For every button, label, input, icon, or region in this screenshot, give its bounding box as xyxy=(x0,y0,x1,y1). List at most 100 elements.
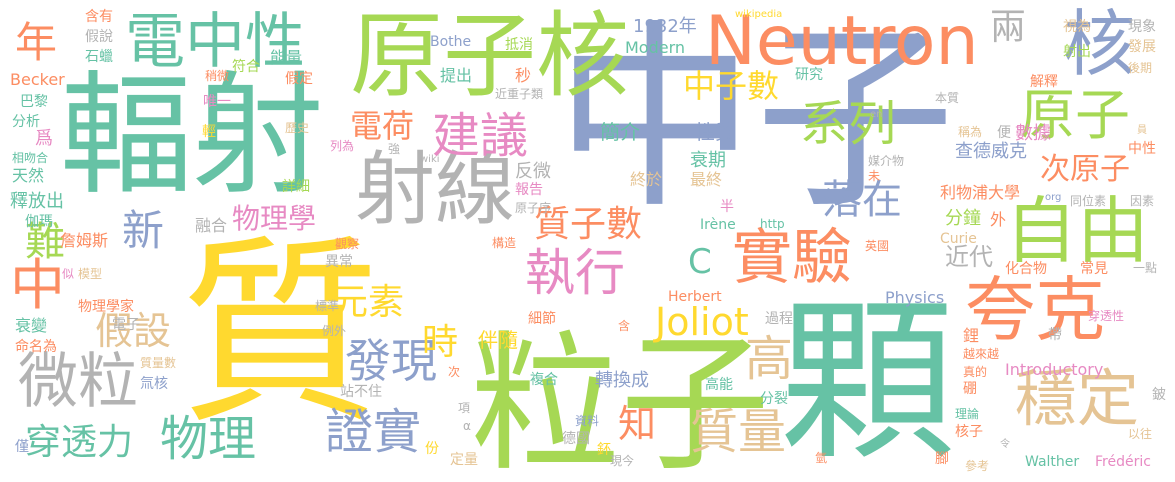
word-jiading: 假定 xyxy=(285,71,313,87)
word-dingliang: 定量 xyxy=(450,452,478,468)
word-nian: 年 xyxy=(15,18,58,67)
word-jianyi: 建議 xyxy=(432,108,529,164)
word-wiki: wiki xyxy=(420,154,440,165)
word-neutron-en: Neutron xyxy=(705,2,979,81)
word-joliot: Joliot xyxy=(655,300,749,344)
word-wei: 未 xyxy=(868,169,881,183)
word-ziyou: 自由 xyxy=(1005,189,1150,273)
word-alpha: α xyxy=(463,419,471,433)
word-guancha: 觀察 xyxy=(335,237,360,251)
word-zhanmusi: 詹姆斯 xyxy=(60,231,109,250)
word-xijie: 細節 xyxy=(528,311,556,327)
word-chuanhe: 氚核 xyxy=(140,376,168,392)
word-gouzao: 構造 xyxy=(492,236,517,250)
word-jin: 僅 xyxy=(15,439,29,455)
word-bali: 巴黎 xyxy=(20,94,48,110)
word-nan: 難 xyxy=(25,219,65,265)
word-lizi: 粒子 xyxy=(470,318,771,482)
word-fuhe: 符合 xyxy=(232,59,260,75)
word-curie: Curie xyxy=(940,231,977,247)
word-chadeweike: 查德威克 xyxy=(955,141,1027,162)
word-hanyou: 含有 xyxy=(85,9,113,25)
word-bansui: 伴隨 xyxy=(478,328,518,352)
word-chuantouli: 穿透力 xyxy=(25,422,134,463)
word-shiyan: 實驗 xyxy=(732,223,852,293)
word-lilun: 理論 xyxy=(955,407,980,421)
word-shaowei: 稍微 xyxy=(205,69,230,83)
word-zhixing: 執行 xyxy=(525,244,625,302)
word-en: en xyxy=(870,109,883,120)
word-yingguo: 英國 xyxy=(865,239,890,253)
word-neutron-zh: 中子 xyxy=(555,3,956,236)
word-xilie: 系列 xyxy=(800,96,897,152)
word-yinsu: 因素 xyxy=(1130,194,1155,208)
word-chengwei: 稱為 xyxy=(958,125,983,139)
word-ci: 次 xyxy=(448,365,461,379)
word-org: org xyxy=(1045,192,1062,203)
word-jinzhongzilei: 近重子類 xyxy=(495,87,544,101)
word-zhiliangshu: 質量數 xyxy=(140,356,177,370)
word-fenzhong: 分鐘 xyxy=(945,208,981,229)
word-ling: 令 xyxy=(1000,439,1010,450)
word-faxian: 發現 xyxy=(345,334,437,388)
word-zhuanhuancheng: 轉換成 xyxy=(595,370,649,391)
word-li: 鋰 xyxy=(963,326,980,345)
word-1932: 1932年 xyxy=(633,16,697,37)
word-dianhe: 電荷 xyxy=(350,107,415,145)
word-walther: Walther xyxy=(1025,454,1080,470)
word-fuhe2: 複合 xyxy=(530,372,558,388)
word-bian: 便 xyxy=(997,125,1011,141)
word-xianxiang: 現象 xyxy=(1128,19,1156,35)
word-yuan: 員 xyxy=(1137,125,1147,136)
word-luozai: 落在 xyxy=(822,177,902,223)
word-jiashuo: 假說 xyxy=(85,29,113,45)
word-cankao: 參考 xyxy=(965,459,990,473)
word-qiang: 強 xyxy=(388,142,401,156)
word-wending: 穩定 xyxy=(1015,362,1140,435)
word-jiashe: 假設 xyxy=(95,309,172,353)
word-ban: 半 xyxy=(720,199,734,215)
word-benzhi: 本質 xyxy=(935,91,960,105)
word-moxing: 模型 xyxy=(78,267,103,281)
word-fushe: 輻射 xyxy=(60,59,324,213)
word-jindai: 近代 xyxy=(945,243,993,271)
word-wulixuejia: 物理學家 xyxy=(78,299,134,315)
word-tianran: 天然 xyxy=(12,166,45,185)
word-gao: 高 xyxy=(745,331,794,387)
word-dianzi: 電子 xyxy=(112,317,140,333)
word-xiangwenhe: 相吻合 xyxy=(12,151,49,165)
word-houqi: 後期 xyxy=(1128,61,1153,75)
word-ziliao: 資料 xyxy=(575,414,600,428)
word-introductory: Introductory xyxy=(1005,360,1104,379)
word-wei2: 爲 xyxy=(35,128,53,149)
word-physics: Physics xyxy=(885,288,945,307)
word-bothe: Bothe xyxy=(430,34,472,50)
word-gama: 伽瑪 xyxy=(25,214,53,230)
word-wulixue: 物理學 xyxy=(232,202,317,235)
word-liwupu: 利物浦大學 xyxy=(940,183,1021,202)
word-zhongxing2: 中性 xyxy=(1128,141,1156,157)
word-jieshi: 解釋 xyxy=(1030,74,1058,90)
word-yichang: 異常 xyxy=(325,254,353,270)
word-baogao: 報告 xyxy=(515,182,543,198)
word-liwai: 例外 xyxy=(322,324,347,338)
word-yuanzixu: 原子序 xyxy=(515,201,552,215)
word-shuju: 數據 xyxy=(1015,123,1051,144)
word-he: 核 xyxy=(1063,2,1136,86)
word-si: 似 xyxy=(62,267,75,281)
word-ronghe: 融合 xyxy=(195,216,228,235)
word-zhongzishu: 中子數 xyxy=(683,67,780,105)
word-huahewu: 化合物 xyxy=(1005,261,1047,277)
word-xingzhi: 性質 xyxy=(695,120,735,144)
word-liang: 兩 xyxy=(990,7,1027,48)
word-gaoneng: 高能 xyxy=(705,377,733,393)
word-zhengshi: 證實 xyxy=(325,404,422,460)
word-shi: 時 xyxy=(422,322,459,363)
word-yuanzi: 原子 xyxy=(1020,83,1131,147)
word-qing: 輕 xyxy=(202,124,216,140)
word-fanwei: 反微 xyxy=(515,161,551,182)
word-nengliang: 能量 xyxy=(270,48,303,67)
word-mingmingwei: 命名為 xyxy=(15,339,57,355)
word-shuaiqi: 衰期 xyxy=(690,150,726,171)
word-yanjiu: 研究 xyxy=(795,67,823,83)
